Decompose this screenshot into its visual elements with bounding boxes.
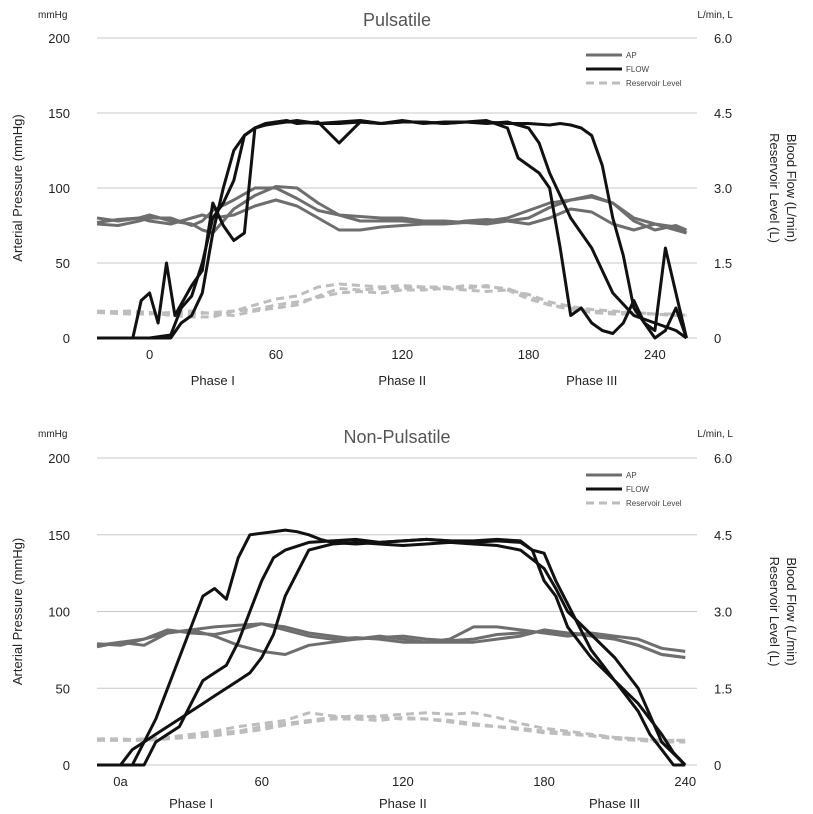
phase-label: Phase I: [169, 796, 213, 811]
y2-tick-label: 4.5: [714, 106, 732, 121]
y-axis-title: Arterial Pressure (mmHg): [10, 114, 25, 261]
phase-label: Phase II: [379, 796, 427, 811]
series-line-reservoir-3: [97, 714, 686, 744]
y-tick-label: 50: [56, 681, 70, 696]
series-line-ap-2: [96, 186, 688, 232]
y2-tick-label: 1.5: [714, 681, 732, 696]
legend-label-reservoir: Reservoir Level: [626, 79, 682, 88]
series-line-ap-3: [96, 198, 688, 235]
chart-panel-1: 0 0 50 1.5 100 3.0 150 4.5 200 6.0 Pulsatile mmHg L/…: [10, 10, 799, 388]
y-tick-label: 100: [48, 605, 70, 620]
legend-label-flow: FLOW: [626, 65, 650, 74]
y2-tick-label: 3.0: [714, 605, 732, 620]
x-tick-label: 60: [254, 774, 268, 789]
y2-axis-title-flow: Blood Flow (L/min): [784, 557, 799, 665]
series-line-flow-1: [97, 528, 686, 767]
y-tick-label: 100: [48, 181, 70, 196]
x-tick-label: 60: [269, 347, 283, 362]
phase-label: Phase III: [566, 373, 617, 388]
series-line-flow-3: [97, 540, 687, 767]
right-unit-label: L/min, L: [697, 429, 733, 440]
y2-tick-label: 6.0: [714, 31, 732, 46]
chart-panel-2: 0 0 50 1.5 100 3.0 150 4.5 200 6.0 Non-Pulsatile mm…: [10, 427, 799, 811]
left-unit-label: mmHg: [38, 429, 67, 440]
series-line-flow-3: [97, 119, 688, 340]
y-tick-label: 0: [63, 331, 70, 346]
legend: AP FLOW Reservoir Level: [586, 51, 682, 88]
y-tick-label: 200: [48, 451, 70, 466]
y2-tick-label: 1.5: [714, 256, 732, 271]
phase-label: Phase I: [191, 373, 235, 388]
chart-title: Non-Pulsatile: [343, 427, 450, 447]
y-tick-label: 200: [48, 31, 70, 46]
y-tick-label: 50: [56, 256, 70, 271]
legend-label-reservoir: Reservoir Level: [626, 499, 682, 508]
x-tick-label: 0: [146, 347, 153, 362]
x-tick-label: 120: [391, 347, 413, 362]
x-tick-label: 240: [644, 347, 666, 362]
series-line-reservoir-3: [96, 287, 687, 317]
left-unit-label: mmHg: [38, 10, 67, 21]
y2-tick-label: 6.0: [714, 451, 732, 466]
y2-tick-label: 0: [714, 331, 721, 346]
x-tick-label: 120: [392, 774, 414, 789]
y-tick-label: 0: [63, 758, 70, 773]
y2-axis-title-flow: Blood Flow (L/min): [784, 134, 799, 242]
phase-label: Phase II: [378, 373, 426, 388]
series-line-ap-3: [96, 628, 686, 659]
y2-axis-title-reservoir: Reservoir Level (L): [767, 133, 782, 243]
y2-tick-label: 4.5: [714, 528, 732, 543]
legend: AP FLOW Reservoir Level: [586, 471, 682, 508]
x-tick-label: 180: [533, 774, 555, 789]
y2-axis-title-reservoir: Reservoir Level (L): [767, 557, 782, 667]
y2-tick-label: 3.0: [714, 181, 732, 196]
series-line-flow-1: [97, 120, 688, 340]
y-axis-title: Arterial Pressure (mmHg): [10, 538, 25, 685]
series-line-flow-2: [97, 537, 687, 767]
legend-label-ap: AP: [626, 51, 637, 60]
legend-label-flow: FLOW: [626, 485, 650, 494]
x-tick-label: 180: [518, 347, 540, 362]
x-tick-label: 240: [674, 774, 696, 789]
series-line-reservoir-2: [97, 715, 686, 742]
y2-tick-label: 0: [714, 758, 721, 773]
x-tick-label: 0a: [113, 774, 128, 789]
y-tick-label: 150: [48, 106, 70, 121]
chart-title: Pulsatile: [363, 10, 431, 30]
series-line-reservoir-1: [96, 711, 686, 742]
right-unit-label: L/min, L: [697, 10, 733, 21]
legend-label-ap: AP: [626, 471, 637, 480]
phase-label: Phase III: [589, 796, 640, 811]
y-tick-label: 150: [48, 528, 70, 543]
